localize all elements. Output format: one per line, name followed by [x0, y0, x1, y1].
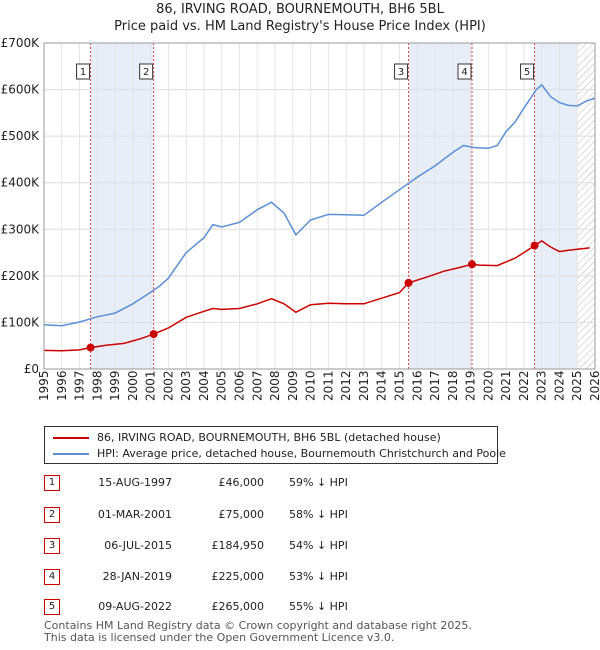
y-tick-label: £0 [24, 362, 39, 376]
sale-hpi-diff: 55% ↓ HPI [289, 600, 348, 613]
legend-label-hpi: HPI: Average price, detached house, Bour… [97, 447, 506, 460]
y-tick-label: £500K [1, 129, 41, 143]
sale-label-text: 2 [143, 67, 149, 78]
x-tick-label: 2013 [357, 370, 371, 401]
sale-date: 15-AUG-1997 [98, 476, 172, 489]
legend-label-property: 86, IRVING ROAD, BOURNEMOUTH, BH6 5BL (d… [97, 431, 441, 444]
sale-date: 06-JUL-2015 [104, 539, 172, 552]
y-tick-label: £200K [1, 269, 41, 283]
sale-point [404, 278, 413, 287]
x-tick-label: 2012 [339, 370, 353, 401]
legend-swatch-property [53, 437, 89, 439]
x-tick-label: 2016 [410, 370, 424, 401]
legend-swatch-hpi [53, 453, 89, 455]
y-tick-label: £700K [1, 36, 41, 50]
x-tick-label: 2021 [499, 370, 513, 401]
x-tick-label: 2007 [250, 370, 264, 401]
x-tick-label: 2008 [268, 370, 282, 401]
x-tick-label: 2015 [392, 370, 406, 401]
x-tick-label: 1998 [90, 370, 104, 401]
sale-number-badge: 3 [44, 538, 60, 554]
chart-subtitle: Price paid vs. HM Land Registry's House … [114, 19, 486, 34]
footer: Contains HM Land Registry data © Crown c… [44, 620, 472, 644]
sale-label-text: 4 [461, 67, 467, 78]
x-tick-label: 2018 [446, 370, 460, 401]
x-tick-label: 2009 [286, 370, 300, 401]
shaded-period [534, 43, 578, 369]
x-tick-label: 2017 [428, 370, 442, 401]
y-tick-label: £600K [1, 83, 41, 97]
sale-hpi-diff: 54% ↓ HPI [289, 539, 348, 552]
sale-price: £75,000 [218, 508, 265, 521]
sale-price: £46,000 [218, 476, 265, 489]
sale-number-badge: 1 [44, 475, 60, 491]
shaded-period [408, 43, 473, 369]
sale-number-badge: 4 [44, 569, 60, 585]
table-row: 1 15-AUG-1997 £46,000 59% ↓ HPI [44, 475, 444, 493]
property-line [43, 239, 590, 352]
table-row: 2 01-MAR-2001 £75,000 58% ↓ HPI [44, 507, 444, 525]
sale-price: £225,000 [211, 570, 265, 583]
x-tick-label: 2025 [570, 370, 584, 401]
x-tick-label: 2014 [375, 370, 389, 401]
sale-label-text: 3 [398, 67, 404, 78]
sale-point [86, 343, 95, 352]
x-tick-label: 1995 [37, 370, 51, 401]
x-tick-label: 2019 [464, 370, 478, 401]
sale-price: £184,950 [211, 539, 265, 552]
forecast-hatch [577, 43, 595, 369]
x-tick-label: 2026 [588, 370, 600, 401]
x-tick-label: 2010 [304, 370, 318, 401]
price-chart: 1 2 3 4 5 £0 £100K £200K £300K £400K £500K £600K £70… [1, 36, 600, 401]
sale-point [149, 330, 158, 339]
sale-label-box [457, 63, 472, 80]
sale-number-badge: 5 [44, 599, 60, 615]
plot-frame [43, 42, 596, 370]
x-tick-label: 2011 [321, 370, 335, 401]
sale-hpi-diff: 58% ↓ HPI [289, 508, 348, 521]
legend: 86, IRVING ROAD, BOURNEMOUTH, BH6 5BL (d… [44, 426, 506, 464]
x-tick-label: 2023 [535, 370, 549, 401]
sale-label-box [520, 63, 535, 80]
sale-number-badge: 2 [44, 507, 60, 523]
y-tick-label: £300K [1, 222, 41, 236]
sale-hpi-diff: 59% ↓ HPI [289, 476, 348, 489]
x-tick-label: 2022 [517, 370, 531, 401]
hpi-line [43, 83, 596, 327]
sale-label-box [139, 63, 154, 80]
sale-price: £265,000 [211, 600, 265, 613]
sale-point [468, 260, 477, 269]
footer-copyright: Contains HM Land Registry data © Crown c… [44, 619, 472, 632]
y-tick-label: £400K [1, 176, 41, 190]
y-tick-label: £100K [1, 315, 41, 329]
x-tick-label: 2002 [161, 370, 175, 401]
x-tick-label: 2004 [197, 370, 211, 401]
x-tick-label: 2024 [552, 370, 566, 401]
x-tick-label: 2006 [233, 370, 247, 401]
sale-point [530, 241, 539, 250]
sale-date: 09-AUG-2022 [98, 600, 172, 613]
sale-date: 28-JAN-2019 [102, 570, 172, 583]
x-tick-label: 2020 [481, 370, 495, 401]
footer-license: This data is licensed under the Open Gov… [44, 631, 395, 644]
x-tick-label: 2001 [144, 370, 158, 401]
chart-title: 86, IRVING ROAD, BOURNEMOUTH, BH6 5BL [156, 2, 444, 17]
sale-label-text: 1 [80, 67, 86, 78]
sale-date: 01-MAR-2001 [97, 508, 172, 521]
x-tick-label: 1996 [55, 370, 69, 401]
table-row: 4 28-JAN-2019 £225,000 53% ↓ HPI [44, 569, 444, 587]
x-tick-label: 2003 [179, 370, 193, 401]
sale-hpi-diff: 53% ↓ HPI [289, 570, 348, 583]
x-tick-label: 1997 [73, 370, 87, 401]
table-row: 3 06-JUL-2015 £184,950 54% ↓ HPI [44, 538, 444, 556]
x-tick-label: 1999 [108, 370, 122, 401]
sale-label-box [76, 63, 91, 80]
sale-label-text: 5 [524, 67, 530, 78]
table-row: 5 09-AUG-2022 £265,000 55% ↓ HPI [44, 599, 444, 617]
shaded-period [90, 43, 154, 369]
x-tick-label: 2000 [126, 370, 140, 401]
x-tick-label: 2005 [215, 370, 229, 401]
sale-label-box [394, 63, 409, 80]
